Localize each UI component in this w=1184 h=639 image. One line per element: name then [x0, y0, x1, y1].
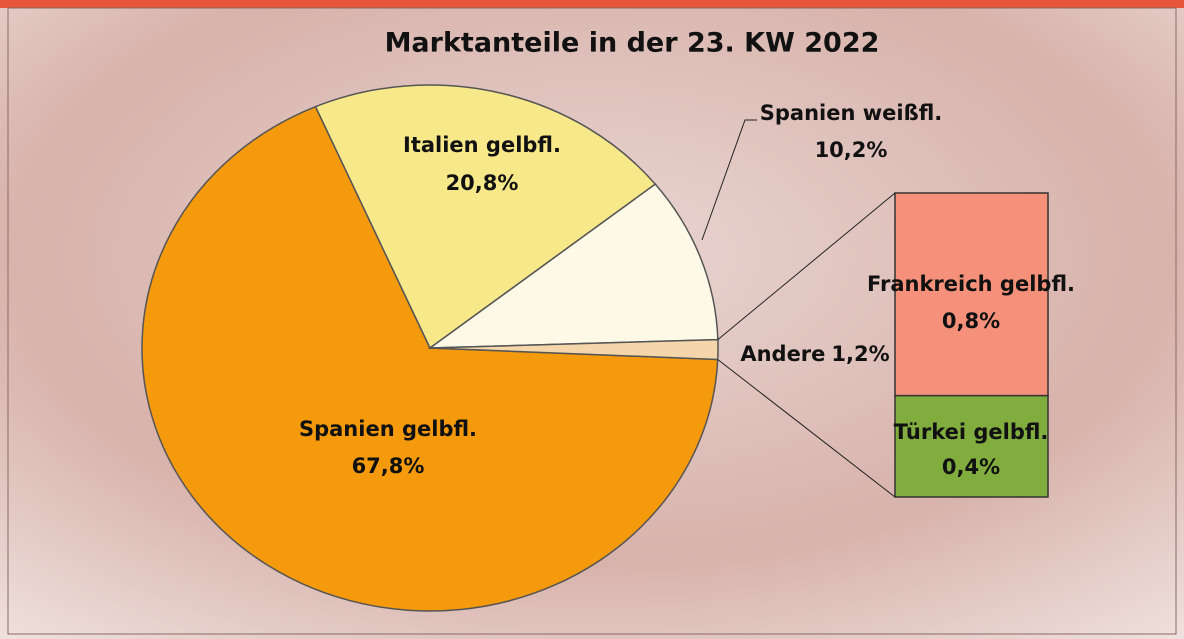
slice-label-name: Spanien weißfl.: [760, 101, 942, 125]
bar-label: 0,8%: [942, 309, 1000, 333]
chart: Marktanteile in der 23. KW 2022 Spanien …: [0, 0, 1184, 639]
slice-label-name: Italien gelbfl.: [403, 133, 561, 157]
slice-label-name: Andere: [740, 342, 825, 366]
top-strip: [0, 0, 1184, 8]
bar-label-value: 0,8%: [942, 309, 1000, 333]
slice-label-value: 20,8%: [446, 171, 519, 195]
slice-label-value: 10,2%: [815, 138, 888, 162]
bar-label-value: 0,4%: [942, 455, 1000, 479]
slice-label-value: 67,8%: [352, 454, 425, 478]
slice-label-value: 1,2%: [831, 342, 889, 366]
slice-label-name: Spanien gelbfl.: [299, 417, 477, 441]
chart-title: Marktanteile in der 23. KW 2022: [385, 28, 880, 59]
bar-label-name: Frankreich gelbfl.: [867, 272, 1075, 296]
bar-label-name: Türkei gelbfl.: [894, 420, 1049, 444]
bar-segment: [895, 396, 1048, 497]
